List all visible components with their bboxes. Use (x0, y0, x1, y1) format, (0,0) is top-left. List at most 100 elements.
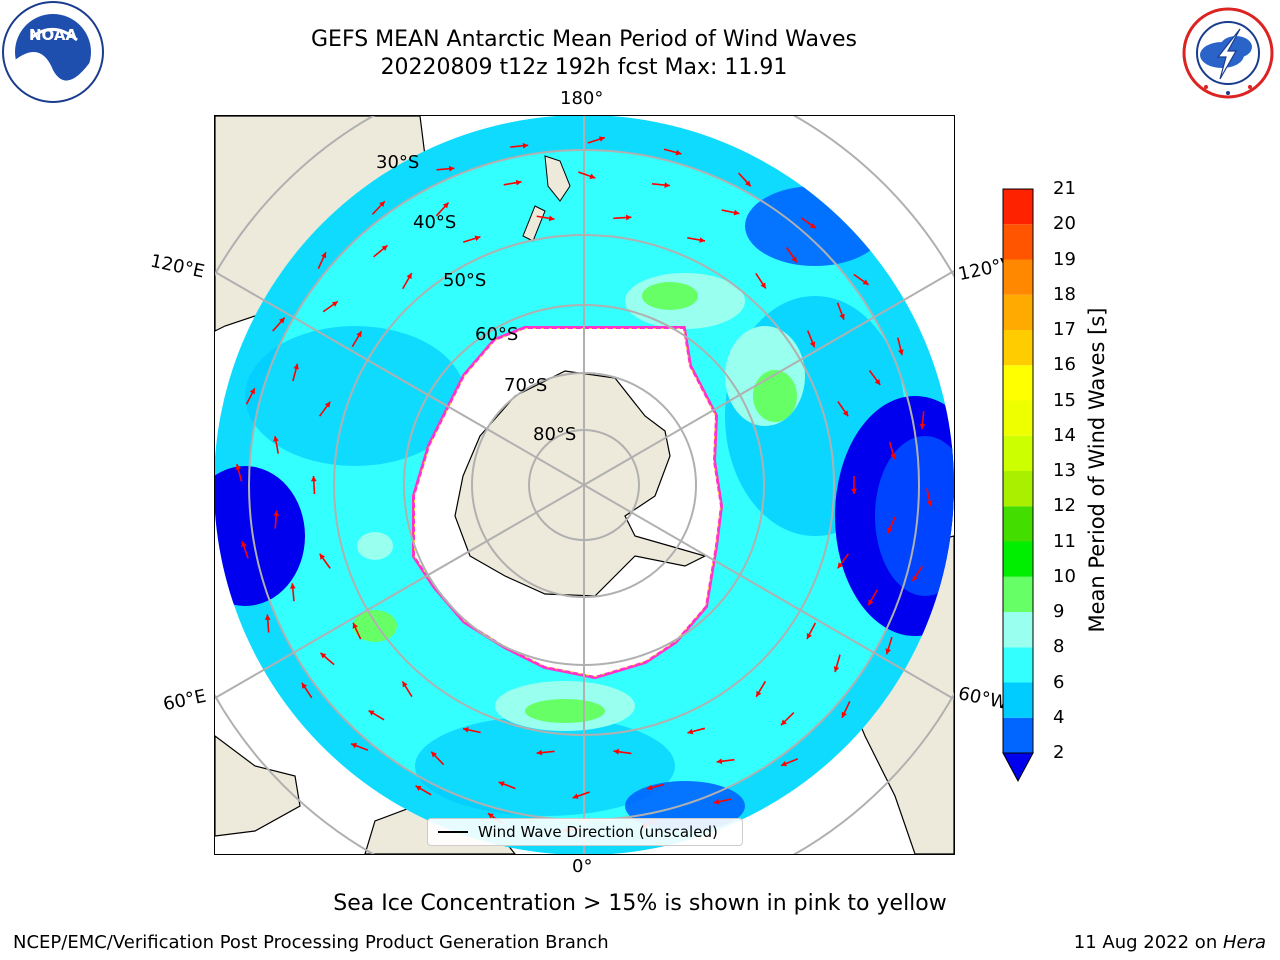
colorbar-segment (1003, 330, 1033, 366)
wind-wave-arrowhead (760, 282, 766, 289)
national-weather-service-logo (1182, 7, 1274, 99)
legend-label: Wind Wave Direction (unscaled) (478, 823, 718, 841)
colorbar-tick-label: 8 (1053, 636, 1065, 658)
wind-wave-arrowhead (716, 758, 723, 765)
colorbar-segment (1003, 189, 1033, 225)
wind-wave-arrowhead (241, 541, 247, 548)
wind-wave-arrowhead (264, 614, 271, 621)
wind-wave-arrowhead (833, 666, 840, 673)
colorbar-tick-label: 11 (1053, 530, 1076, 552)
wind-wave-arrowhead (675, 149, 682, 156)
wind-wave-arrowhead (809, 222, 816, 229)
wind-wave-arrowhead (548, 215, 555, 222)
wind-wave-arrowhead (839, 313, 845, 320)
longitude-label-60e: 60°E (161, 685, 208, 716)
latitude-label-70s: 70°S (504, 375, 548, 396)
wind-wave-arrowhead (442, 202, 449, 209)
colorbar-segment (1003, 612, 1033, 648)
wind-wave-arrowhead (809, 341, 816, 348)
colorbar-tick-label: 2 (1053, 742, 1065, 763)
wind-wave-arrowhead (249, 388, 255, 395)
wind-wave-arrowhead (273, 510, 280, 517)
wind-wave-arrowhead (625, 214, 632, 221)
longitude-label-180: 180° (560, 88, 604, 109)
wind-wave-arrowhead (874, 379, 881, 385)
colorbar-extend-min (1002, 752, 1034, 783)
wind-wave-arrowhead (331, 301, 338, 307)
colorbar-segment (1003, 541, 1033, 577)
wind-wave-arrowhead (699, 237, 706, 243)
colorbar-tick-label: 9 (1053, 601, 1065, 622)
colorbar-tick-label: 16 (1053, 354, 1076, 376)
svg-text:NOAA: NOAA (29, 26, 78, 44)
wind-wave-arrows (235, 136, 933, 833)
colorbar-tick-label: 4 (1053, 706, 1065, 728)
wind-wave-arrowhead (733, 209, 740, 216)
wind-wave-arrowhead (474, 235, 481, 242)
footer-date-host: 11 Aug 2022 on Hera (1073, 932, 1266, 953)
wind-wave-arrowhead (487, 813, 494, 819)
wind-wave-arrowhead (310, 476, 317, 482)
graticule (215, 116, 954, 854)
colorbar-tick-label: 13 (1053, 460, 1076, 481)
wind-wave-arrowhead (837, 562, 844, 569)
colorbar-segment (1003, 365, 1033, 401)
colorbar-segment (1003, 471, 1033, 507)
wind-wave-arrowhead (842, 410, 849, 417)
sea-ice-note: Sea Ice Concentration > 15% is shown in … (333, 891, 947, 916)
wind-wave-arrowhead (841, 711, 847, 718)
colorbar-segment (1003, 400, 1033, 436)
colorbar-segment (1003, 647, 1033, 683)
wind-wave-arrowhead (324, 401, 331, 408)
wind-wave-arrowhead (352, 622, 358, 629)
wind-wave-arrowhead (289, 583, 296, 589)
wind-wave-arrowhead (368, 710, 375, 716)
wind-wave-arrowhead (379, 201, 385, 208)
wind-wave-arrowhead (598, 136, 605, 142)
wind-wave-arrowhead (406, 273, 412, 280)
colorbar-tick-label: 12 (1053, 495, 1076, 517)
colorbar-tick-label: 14 (1053, 424, 1076, 446)
polar-map (215, 116, 954, 854)
chart-title: GEFS MEAN Antarctic Mean Period of Wind … (311, 27, 857, 52)
chart-subtitle: 20220809 t12z 192h fcst Max: 11.91 (380, 55, 788, 80)
wind-wave-arrowhead (273, 435, 279, 442)
noaa-logo: NOAA (2, 1, 104, 103)
colorbar-tick-label: 6 (1053, 671, 1065, 693)
colorbar-tick-label: 15 (1053, 389, 1076, 411)
latitude-label-40s: 40°S (413, 212, 457, 233)
map-panel (214, 115, 955, 855)
wind-wave-arrowhead (431, 751, 437, 758)
longitude-label-0: 0° (572, 856, 593, 877)
wind-wave-arrowhead (926, 500, 933, 507)
colorbar-segment (1003, 224, 1033, 260)
footer-producer: NCEP/EMC/Verification Post Processing Pr… (13, 932, 609, 953)
wind-wave-arrowhead (536, 749, 543, 756)
wind-wave-arrowhead (381, 245, 388, 251)
colorbar-segment (1003, 259, 1033, 295)
wind-wave-arrowhead (356, 331, 362, 338)
wind-wave-arrowhead (279, 317, 285, 324)
longitude-label-120e: 120°E (148, 250, 207, 283)
wind-wave-arrowhead (868, 599, 874, 606)
colorbar-tick-label: 17 (1053, 319, 1076, 340)
wind-wave-arrowhead (448, 165, 455, 172)
wind-wave-arrowhead (687, 728, 694, 735)
wind-wave-arrowhead (402, 681, 408, 688)
wind-wave-arrowhead (320, 652, 327, 659)
wind-wave-arrowhead (781, 719, 787, 726)
wind-wave-arrowhead (613, 748, 620, 755)
colorbar-segment (1003, 576, 1033, 612)
wind-wave-arrowhead (515, 179, 522, 186)
colorbar-segments (1003, 189, 1033, 753)
wind-wave-arrowhead (781, 760, 787, 767)
wind-wave-arrowhead (898, 349, 904, 356)
wind-wave-arrowhead (301, 682, 308, 689)
wind-wave-arrowhead (351, 742, 357, 749)
wind-wave-arrowhead (415, 785, 422, 791)
colorbar-segment (1003, 294, 1033, 330)
latitude-label-50s: 50°S (443, 270, 487, 291)
map-legend: Wind Wave Direction (unscaled) (427, 818, 743, 846)
colorbar-tick-label: 18 (1053, 283, 1076, 305)
wind-wave-arrowhead (319, 553, 326, 560)
